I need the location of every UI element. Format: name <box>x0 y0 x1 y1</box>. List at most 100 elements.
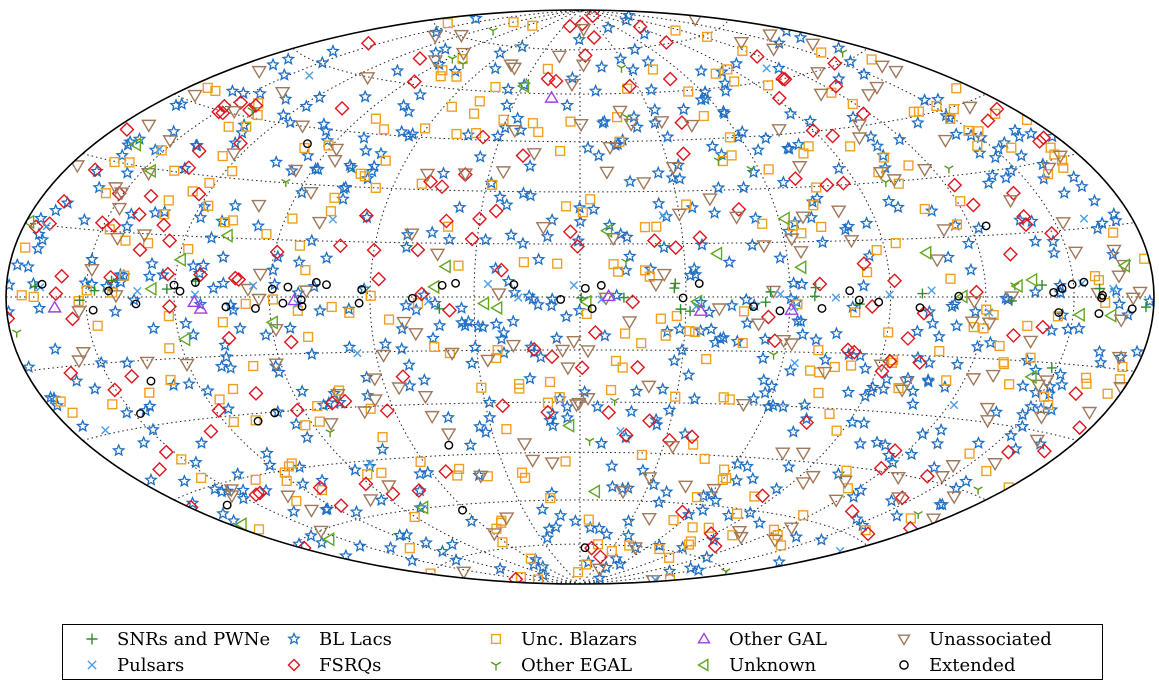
snr-marker <box>917 288 928 299</box>
ext-marker <box>437 280 447 290</box>
unas-marker <box>1111 270 1127 284</box>
bcu-marker <box>945 113 956 124</box>
bll-marker <box>599 560 614 574</box>
ext-marker <box>749 302 759 312</box>
bcu-marker <box>498 114 509 125</box>
bcu-marker <box>323 140 334 151</box>
fsrq-marker <box>358 208 374 224</box>
bll-marker <box>761 399 776 413</box>
bll-marker <box>1036 157 1050 171</box>
ext-marker <box>104 286 113 296</box>
bcu-marker <box>1089 271 1101 282</box>
bll-marker <box>853 348 868 362</box>
psr-marker <box>790 358 799 368</box>
bcu-marker <box>698 110 709 122</box>
bll-marker <box>409 302 424 316</box>
bll-marker <box>757 373 771 386</box>
unk-marker <box>143 163 156 179</box>
bcu-marker <box>890 238 901 249</box>
bll-marker <box>1015 419 1030 433</box>
bll-marker <box>644 82 659 96</box>
unas-marker <box>526 148 542 162</box>
bll-marker <box>671 158 685 172</box>
fsrq-marker <box>181 160 197 176</box>
bll-marker <box>629 384 644 398</box>
bcu-marker <box>972 140 983 151</box>
bcu-marker <box>316 484 328 496</box>
fsrq-marker <box>221 330 237 346</box>
bll-marker <box>531 252 546 266</box>
fsrq-marker <box>585 10 601 24</box>
bll-marker <box>219 349 234 363</box>
unas-marker <box>311 216 328 231</box>
unas-marker <box>486 528 503 542</box>
bll-marker <box>120 219 134 233</box>
bcu-marker <box>415 456 426 467</box>
legend-label: Unassociated <box>929 628 1052 650</box>
bll-marker <box>77 212 92 226</box>
unas-marker <box>75 347 92 361</box>
bcu-marker <box>314 416 325 427</box>
unas-marker <box>873 359 889 373</box>
fsrq-marker <box>947 177 963 193</box>
bcu-marker <box>763 164 774 175</box>
bll-marker <box>262 458 277 472</box>
unas-marker <box>791 161 808 175</box>
bcu-marker <box>545 492 556 504</box>
bcu-marker <box>476 382 487 393</box>
bcu-marker <box>671 310 682 322</box>
bll-marker <box>454 315 469 329</box>
bcu-marker <box>908 106 919 117</box>
bll-marker <box>864 384 879 398</box>
bll-marker <box>1054 377 1069 391</box>
bll-marker <box>964 128 978 142</box>
bcu-marker <box>223 121 234 132</box>
unas-marker <box>503 59 519 73</box>
unas-marker <box>251 199 267 214</box>
bll-marker <box>454 301 469 314</box>
bcu-marker <box>998 359 1010 370</box>
bcu-marker <box>1058 162 1069 173</box>
bll-marker <box>1053 367 1068 381</box>
bll-legend-marker <box>287 631 301 645</box>
bll-marker <box>572 32 587 46</box>
unas-marker <box>615 486 631 500</box>
bll-marker <box>659 484 674 498</box>
bcu-marker <box>217 150 228 162</box>
bll-marker <box>845 300 860 314</box>
psr-marker <box>483 279 493 289</box>
bll-marker <box>886 455 900 469</box>
fsrq-marker <box>332 238 348 254</box>
fsrq-marker <box>584 540 600 556</box>
bll-marker <box>33 211 48 225</box>
bll-marker <box>730 456 745 470</box>
unas-marker <box>946 491 962 505</box>
ext-marker <box>694 279 704 288</box>
bll-marker <box>185 495 200 509</box>
fsrq-marker <box>540 404 556 420</box>
bll-marker <box>432 318 447 332</box>
ext-marker <box>775 306 785 316</box>
psr-legend-marker <box>87 660 97 670</box>
fsrq-marker <box>661 432 677 448</box>
unk-marker <box>689 294 703 309</box>
unas-marker <box>1055 217 1071 231</box>
bll-marker <box>319 250 334 264</box>
bcu-marker <box>409 511 420 523</box>
bll-marker <box>553 508 568 522</box>
ext-marker <box>222 500 232 510</box>
bll-marker <box>259 327 273 341</box>
bll-marker <box>667 353 682 367</box>
bcu-marker <box>508 17 519 28</box>
bll-marker <box>1013 212 1027 226</box>
bll-marker <box>571 233 586 247</box>
oegal-marker <box>746 165 756 175</box>
bll-marker <box>272 365 286 379</box>
bll-marker <box>127 292 141 306</box>
psr-marker <box>1079 214 1089 223</box>
bll-marker <box>930 436 945 450</box>
ext-marker <box>354 298 364 308</box>
bll-marker <box>621 481 636 494</box>
bll-marker <box>621 514 636 528</box>
fsrq-marker <box>912 354 928 370</box>
